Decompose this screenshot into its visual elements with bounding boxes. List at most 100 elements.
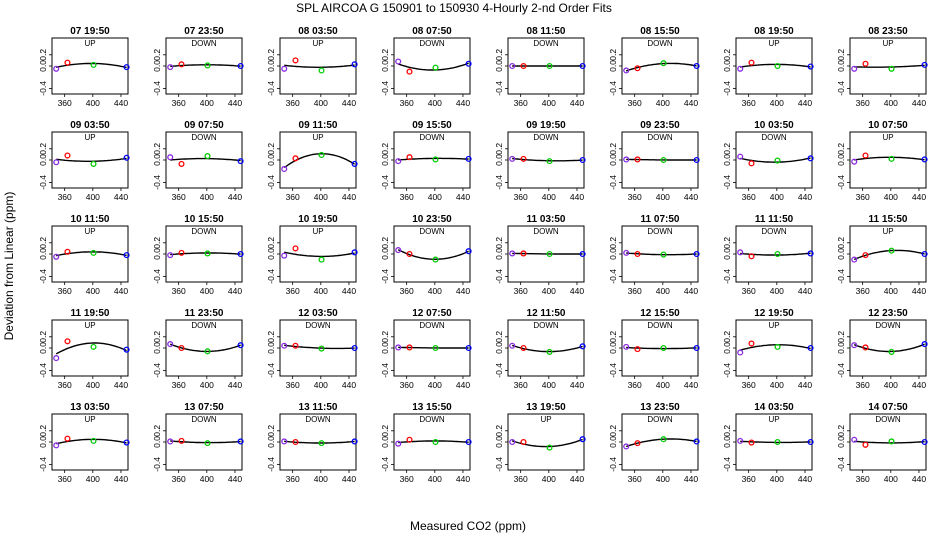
data-point [64,59,71,66]
y-tick-label: 0.2 [608,425,618,437]
x-tick-label: 400 [314,192,328,202]
data-point [546,62,553,70]
data-point [748,59,755,66]
panel-title: 08 03:50 [298,26,338,37]
data-point [546,158,553,165]
data-point [64,152,71,159]
data-point [862,60,869,67]
x-tick-label: 400 [884,98,898,108]
x-tick-label: 440 [456,286,470,296]
data-point [395,158,402,165]
x-tick-label: 400 [428,380,442,390]
panel-title: 08 19:50 [754,26,794,37]
y-tick-label: 0.0 [266,248,276,260]
y-tick-label: 0.0 [722,436,732,448]
y-axis-label: Deviation from Linear (ppm) [2,192,16,341]
panel-direction-label: UP [312,133,323,142]
data-point [237,250,244,258]
data-point [465,344,472,352]
panel: 12 07:50 DOWN 360 400 440 -0.4 0.00.2 [380,308,472,390]
panel-direction-label: DOWN [533,39,559,48]
data-point [351,344,358,352]
y-tick-label: 0.2 [836,143,846,155]
data-point [53,442,60,449]
data-point [888,438,895,445]
y-tick-label: -0.4 [722,81,732,96]
data-point [237,342,244,349]
data-point [520,438,527,446]
data-point [123,252,130,259]
panel-title: 07 19:50 [70,26,110,37]
panel-direction-label: DOWN [191,227,217,236]
data-point [862,344,869,351]
panel-title: 13 19:50 [526,402,566,413]
x-tick-label: 360 [514,98,528,108]
data-point [748,340,755,347]
panel: 12 19:50 UP 360 400 440 -0.4 0.00.2 [722,308,814,390]
data-point [395,440,402,447]
y-tick-label: 0.2 [608,331,618,343]
y-tick-label: 0.2 [722,331,732,343]
data-point [204,250,211,257]
data-point [351,438,358,445]
panel: 08 11:50 DOWN 360 400 440 -0.4 0.00.2 [494,26,586,108]
fit-curve [55,342,127,355]
y-tick-label: -0.4 [266,175,276,190]
data-point [351,249,358,256]
y-tick-label: -0.4 [836,457,846,472]
panel: 13 15:50 DOWN 360 400 440 -0.4 0.00.2 [380,402,472,484]
panel: 13 19:50 UP 360 400 440 -0.4 0.00.2 [494,402,586,484]
data-point [204,153,211,160]
panel-title: 11 07:50 [641,214,680,225]
panel: 10 15:50 DOWN 360 400 440 -0.4 0.00.2 [152,214,244,296]
data-point [178,61,185,68]
panel-title: 12 19:50 [754,308,794,319]
x-tick-label: 440 [570,380,584,390]
y-tick-label: 0.2 [380,49,390,61]
data-point [167,438,174,445]
y-tick-label: 0.0 [836,60,846,72]
panel: 12 15:50 DOWN 360 400 440 -0.4 0.00.2 [608,308,700,390]
data-point [318,345,325,352]
y-tick-label: 0.0 [380,154,390,166]
x-tick-label: 440 [912,286,926,296]
y-tick-label: 0.2 [380,425,390,437]
y-tick-label: -0.4 [494,81,504,96]
y-tick-label: 0.2 [38,331,48,343]
y-tick-label: 0.0 [380,60,390,72]
y-tick-label: 0.0 [608,436,618,448]
y-tick-label: 0.2 [38,49,48,61]
panel-direction-label: DOWN [419,415,445,424]
x-tick-label: 400 [770,286,784,296]
panel-direction-label: UP [540,415,551,424]
x-axis-label: Measured CO2 (ppm) [410,519,526,533]
panel: 14 07:50 DOWN 360 400 440 -0.4 0.00.2 [836,402,928,484]
x-tick-label: 400 [200,474,214,484]
data-point [807,344,814,352]
x-tick-label: 400 [200,192,214,202]
y-tick-label: 0.2 [380,331,390,343]
fit-curve [170,157,241,162]
data-point [432,344,439,352]
data-point [623,249,630,256]
x-tick-label: 360 [286,286,300,296]
panel: 10 19:50 UP 360 400 440 -0.4 0.00.2 [266,214,358,296]
panel-direction-label: DOWN [647,227,673,236]
panel-direction-label: DOWN [419,133,445,142]
panel-direction-label: DOWN [647,39,673,48]
data-point [281,252,288,259]
data-point [660,251,667,258]
y-tick-label: 0.0 [722,154,732,166]
data-point [281,342,288,349]
y-tick-label: 0.0 [266,436,276,448]
x-tick-label: 360 [856,98,870,108]
data-point [178,344,185,352]
y-tick-label: 0.2 [494,143,504,155]
panel-title: 08 11:50 [527,26,566,37]
y-tick-label: 0.2 [152,425,162,437]
panel-title: 12 07:50 [412,308,452,319]
y-tick-label: -0.4 [38,363,48,378]
panel-title: 07 23:50 [184,26,224,37]
x-tick-label: 440 [570,474,584,484]
y-tick-label: 0.0 [38,436,48,448]
